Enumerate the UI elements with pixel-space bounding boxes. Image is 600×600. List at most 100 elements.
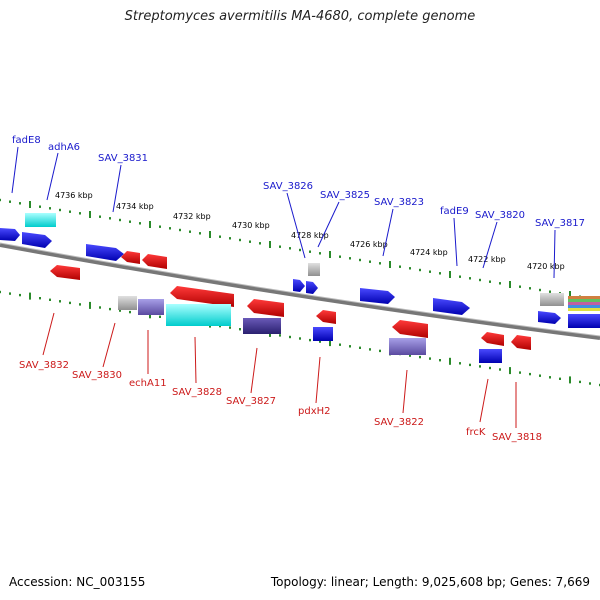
gene-arrow[interactable] bbox=[247, 299, 284, 317]
gene-box[interactable] bbox=[479, 349, 502, 363]
gene-arrow[interactable] bbox=[22, 232, 52, 248]
scale-label: 4734 kbp bbox=[116, 202, 154, 211]
scale-label: 4732 kbp bbox=[173, 212, 211, 221]
gene-arrow[interactable] bbox=[392, 320, 428, 338]
scale-tick bbox=[109, 217, 111, 220]
gene-arrow[interactable] bbox=[0, 228, 20, 241]
scale-tick bbox=[29, 201, 31, 208]
scale-tick bbox=[219, 324, 221, 328]
scale-tick bbox=[429, 270, 431, 273]
gene-label-frck[interactable]: frcK bbox=[466, 427, 486, 438]
scale-tick bbox=[349, 257, 351, 260]
gene-arrow[interactable] bbox=[142, 254, 167, 269]
gene-label-sav3832[interactable]: SAV_3832 bbox=[19, 360, 69, 371]
scale-tick bbox=[569, 376, 571, 384]
gene-arrow[interactable] bbox=[433, 298, 470, 315]
scale-tick bbox=[179, 228, 181, 232]
gene-label-fadE8[interactable]: fadE8 bbox=[12, 135, 41, 146]
gene-box[interactable] bbox=[25, 213, 56, 227]
gene-arrow[interactable] bbox=[170, 286, 234, 307]
gene-label-sav3831[interactable]: SAV_3831 bbox=[98, 153, 148, 164]
scale-tick bbox=[289, 247, 291, 250]
gene-label-pdxh2[interactable]: pdxH2 bbox=[298, 406, 331, 417]
gene-label-sav3827[interactable]: SAV_3827 bbox=[226, 396, 276, 407]
gene-box[interactable] bbox=[166, 304, 231, 326]
scale-tick bbox=[79, 212, 81, 215]
gene-label-sav3818[interactable]: SAV_3818 bbox=[492, 432, 542, 443]
scale-tick bbox=[19, 293, 21, 297]
scale-tick bbox=[349, 345, 351, 348]
scale-label: 4724 kbp bbox=[410, 248, 448, 257]
scale-label: 4726 kbp bbox=[350, 240, 388, 249]
scale-tick bbox=[229, 326, 231, 329]
accession-text: Accession: NC_003155 bbox=[9, 575, 146, 589]
gene-label-sav3828[interactable]: SAV_3828 bbox=[172, 387, 222, 398]
gene-arrow[interactable] bbox=[50, 265, 80, 280]
gene-box[interactable] bbox=[568, 305, 600, 308]
scale-tick bbox=[159, 225, 161, 228]
scale-tick bbox=[369, 348, 371, 351]
scale-tick bbox=[109, 307, 111, 311]
scale-tick bbox=[229, 237, 231, 240]
scale-tick bbox=[59, 300, 61, 303]
gene-label-sav3820[interactable]: SAV_3820 bbox=[475, 210, 525, 221]
gene-arrow[interactable] bbox=[316, 310, 336, 324]
scale-tick bbox=[79, 303, 81, 306]
gene-arrow[interactable] bbox=[511, 335, 531, 350]
gene-label-sav3817[interactable]: SAV_3817 bbox=[535, 218, 585, 229]
scale-tick bbox=[9, 200, 11, 203]
gene-box[interactable] bbox=[540, 293, 564, 306]
gene-box[interactable] bbox=[568, 299, 600, 302]
scale-tick bbox=[209, 231, 211, 238]
scale-tick bbox=[9, 292, 11, 295]
scale-tick bbox=[119, 218, 121, 222]
scale-tick bbox=[459, 362, 461, 365]
gene-label-fadE9[interactable]: fadE9 bbox=[440, 206, 469, 217]
scale-tick bbox=[149, 221, 151, 228]
gene-label-sav3823[interactable]: SAV_3823 bbox=[374, 197, 424, 208]
gene-label-adhA6[interactable]: adhA6 bbox=[48, 142, 80, 153]
scale-tick bbox=[529, 287, 531, 290]
gene-box[interactable] bbox=[568, 308, 600, 311]
scale-tick bbox=[139, 222, 141, 225]
scale-tick bbox=[29, 292, 31, 300]
scale-label: 4728 kbp bbox=[291, 231, 329, 240]
scale-tick bbox=[489, 280, 491, 283]
gene-label-sav3830[interactable]: SAV_3830 bbox=[72, 370, 122, 381]
gene-box[interactable] bbox=[308, 263, 320, 276]
scale-tick bbox=[309, 250, 311, 253]
scale-tick bbox=[89, 301, 91, 309]
scale-tick bbox=[199, 232, 201, 235]
gene-arrow[interactable] bbox=[481, 332, 504, 346]
gene-arrow[interactable] bbox=[293, 279, 305, 292]
scale-tick bbox=[359, 258, 361, 262]
gene-box[interactable] bbox=[118, 296, 137, 310]
scale-label: 4736 kbp bbox=[55, 191, 93, 200]
gene-label-sav3825[interactable]: SAV_3825 bbox=[320, 190, 370, 201]
gene-label-sav3822[interactable]: SAV_3822 bbox=[374, 417, 424, 428]
scale-tick bbox=[219, 235, 221, 238]
gene-arrow[interactable] bbox=[121, 251, 140, 264]
scale-tick bbox=[99, 306, 101, 309]
reverse-features bbox=[50, 251, 531, 363]
gene-box[interactable] bbox=[138, 299, 164, 315]
gene-box[interactable] bbox=[389, 338, 426, 355]
scale-tick bbox=[299, 248, 301, 252]
gene-label-sav3826[interactable]: SAV_3826 bbox=[263, 181, 313, 192]
gene-box[interactable] bbox=[568, 296, 600, 299]
scale-tick bbox=[559, 377, 561, 380]
scale-tick bbox=[369, 260, 371, 263]
scale-tick bbox=[509, 281, 511, 288]
gene-box[interactable] bbox=[568, 314, 600, 328]
gene-box[interactable] bbox=[568, 302, 600, 305]
gene-arrow[interactable] bbox=[360, 288, 395, 304]
gene-arrow[interactable] bbox=[86, 244, 124, 261]
scale-tick bbox=[89, 211, 91, 218]
gene-box[interactable] bbox=[313, 327, 333, 341]
gene-box[interactable] bbox=[243, 318, 281, 334]
scale-tick bbox=[409, 267, 411, 270]
gene-arrow[interactable] bbox=[538, 311, 561, 324]
genome-stats: Topology: linear; Length: 9,025,608 bp; … bbox=[270, 575, 590, 589]
gene-label-echa11[interactable]: echA11 bbox=[129, 378, 167, 389]
gene-arrow[interactable] bbox=[306, 281, 318, 294]
